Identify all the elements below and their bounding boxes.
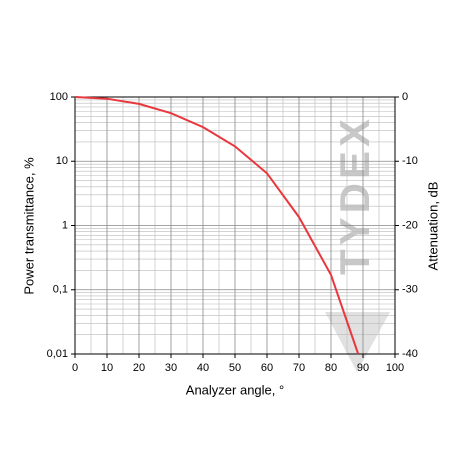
x-tick-label: 100 <box>386 362 404 374</box>
x-tick-label: 50 <box>229 362 241 374</box>
logo-triangle <box>325 312 390 372</box>
y-tick-label: 100 <box>50 91 68 103</box>
x-tick-label: 30 <box>165 362 177 374</box>
x-axis-title: Analyzer angle, ° <box>186 382 284 397</box>
logo <box>325 312 390 372</box>
x-tick-label: 40 <box>197 362 209 374</box>
y-tick-label: 0,01 <box>47 348 68 360</box>
data-line <box>74 96 360 355</box>
y2-tick-label: -30 <box>402 284 418 296</box>
x-tick-label: 20 <box>133 362 145 374</box>
y2-tick-label: 0 <box>402 91 408 103</box>
x-tick-label: 70 <box>293 362 305 374</box>
x-tick-label: 90 <box>357 362 369 374</box>
y-tick-label: 10 <box>56 155 68 167</box>
x-tick-label: 60 <box>261 362 273 374</box>
x-tick-label: 0 <box>72 362 78 374</box>
y2-tick-label: -20 <box>402 219 418 231</box>
y-tick-label: 0,1 <box>53 284 68 296</box>
y-axis-title: Power transmittance, % <box>21 157 36 295</box>
x-tick-label: 10 <box>101 362 113 374</box>
y2-axis-title: Attenuation, dB <box>425 182 440 271</box>
x-tick-label: 80 <box>325 362 337 374</box>
y2-tick-label: -40 <box>402 348 418 360</box>
plot-frame <box>74 96 396 355</box>
y2-tick-label: -10 <box>402 155 418 167</box>
y-tick-label: 1 <box>62 219 68 231</box>
